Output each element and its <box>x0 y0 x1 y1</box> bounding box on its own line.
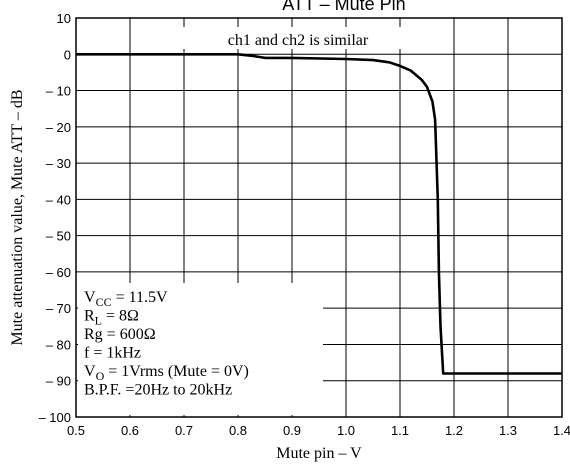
chart-title: ATT – Mute Pin <box>282 0 405 14</box>
y-tick-label: – 20 <box>46 120 71 135</box>
condition-line: VCC = 11.5V <box>84 289 168 309</box>
condition-line: VO = 1Vrms (Mute = 0V) <box>84 363 249 383</box>
x-tick-label: 0.7 <box>175 423 193 438</box>
x-tick-label: 0.6 <box>121 423 139 438</box>
condition-line: f = 1kHz <box>84 345 141 362</box>
y-tick-label: – 10 <box>46 84 71 99</box>
x-axis-label: Mute pin – V <box>276 445 362 462</box>
y-tick-label: 10 <box>57 11 71 26</box>
y-tick-label: – 60 <box>46 265 71 280</box>
x-tick-label: 0.5 <box>67 423 85 438</box>
y-tick-label: 0 <box>64 47 71 62</box>
x-tick-label: 1.0 <box>337 423 355 438</box>
condition-line: RL = 8Ω <box>84 308 139 328</box>
y-axis-label: Mute attenuation value, Mute ATT – dB <box>9 89 26 345</box>
y-tick-labels: 10 0 – 10 – 20 – 30 – 40 – 50 – 60 – 70 – 80 – 90 –… <box>38 11 71 425</box>
annotation-background <box>180 27 405 49</box>
y-tick-label: – 90 <box>46 374 71 389</box>
x-tick-label: 1.2 <box>445 423 463 438</box>
y-tick-label: – 40 <box>46 192 71 207</box>
x-tick-label: 0.8 <box>229 423 247 438</box>
series-line <box>76 53 562 375</box>
condition-box-background <box>78 283 323 415</box>
x-tick-label: 1.4 <box>553 423 570 438</box>
plot-border <box>75 17 563 418</box>
x-tick-labels: 0.5 0.6 0.7 0.8 0.9 1.0 1.1 1.2 1.3 1.4 <box>67 423 570 438</box>
series-layer <box>76 27 562 375</box>
condition-line: Rg = 600Ω <box>84 326 156 343</box>
x-tick-label: 0.9 <box>283 423 301 438</box>
y-tick-label: – 80 <box>46 337 71 352</box>
y-tick-label: – 100 <box>38 410 71 425</box>
x-tick-label: 1.1 <box>391 423 409 438</box>
condition-line: B.P.F. =20Hz to 20kHz <box>84 382 232 399</box>
y-tick-label: – 70 <box>46 301 71 316</box>
annotation: ch1 and ch2 is similar <box>228 32 369 49</box>
plot-frame <box>75 17 563 418</box>
y-tick-label: – 50 <box>46 229 71 244</box>
x-tick-label: 1.3 <box>499 423 517 438</box>
y-tick-label: – 30 <box>46 156 71 171</box>
